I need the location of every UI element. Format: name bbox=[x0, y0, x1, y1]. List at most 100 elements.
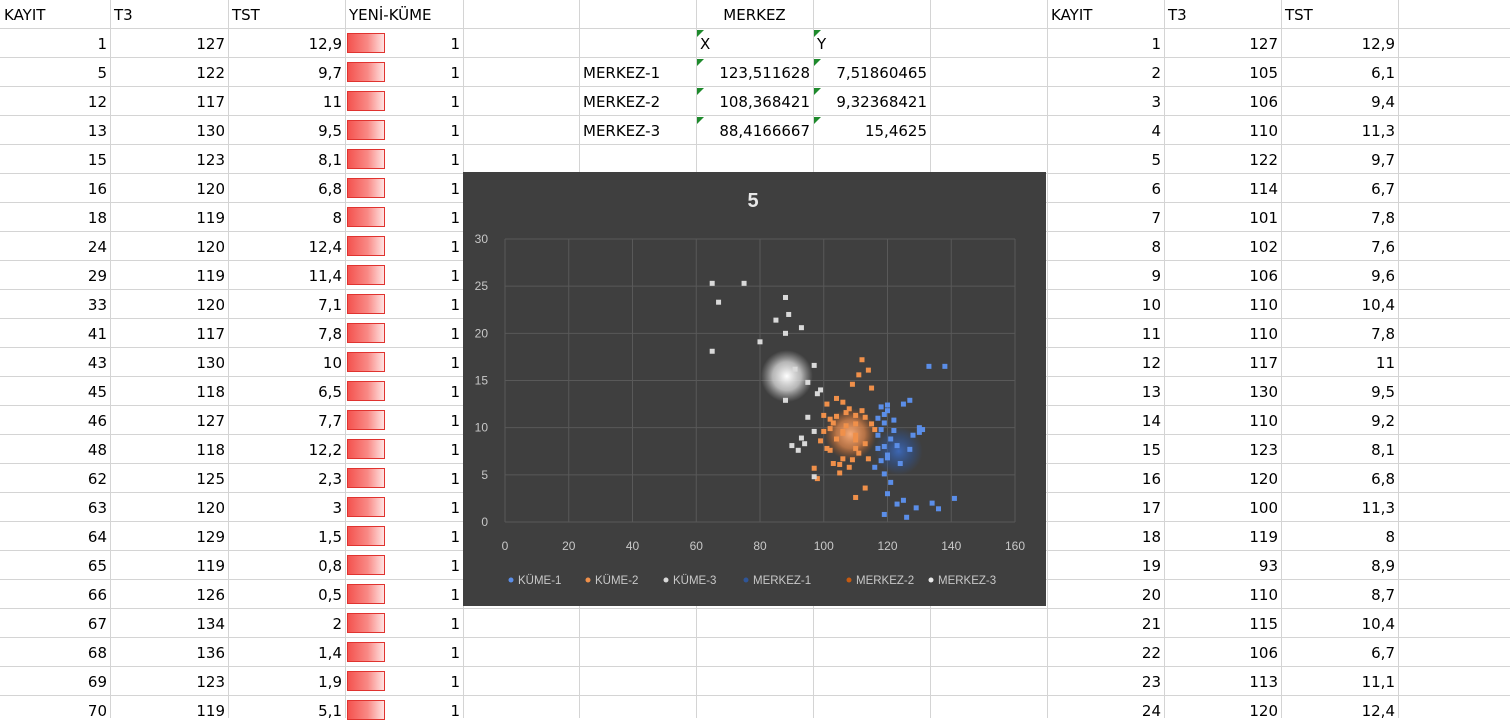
point-küme-1[interactable] bbox=[881, 471, 887, 477]
cell-t3[interactable]: 114 bbox=[1249, 180, 1278, 198]
cell-t3[interactable]: 122 bbox=[196, 64, 225, 82]
legend-label[interactable]: KÜME-2 bbox=[595, 575, 638, 587]
point-küme-3[interactable] bbox=[783, 397, 788, 403]
point-küme-2[interactable] bbox=[830, 461, 836, 467]
cell-yeni-kume[interactable]: 1 bbox=[450, 528, 460, 546]
cell-tst[interactable]: 2,3 bbox=[318, 470, 342, 488]
point-küme-3[interactable] bbox=[709, 348, 715, 354]
cell-t3[interactable]: 117 bbox=[196, 93, 225, 111]
point-küme-1[interactable] bbox=[929, 500, 935, 506]
point-küme-1[interactable] bbox=[878, 427, 884, 433]
cell-t3[interactable]: 101 bbox=[1249, 209, 1278, 227]
point-küme-3[interactable] bbox=[716, 299, 722, 305]
cell-t3[interactable]: 119 bbox=[1249, 528, 1278, 546]
cell-yeni-kume[interactable]: 1 bbox=[450, 151, 460, 169]
cell-yeni-kume[interactable]: 1 bbox=[450, 586, 460, 604]
cell-tst[interactable]: 11,3 bbox=[1361, 499, 1395, 517]
cell-t3[interactable]: 119 bbox=[196, 267, 225, 285]
merkez-x-value[interactable]: 108,368421 bbox=[719, 93, 810, 111]
merkez-x-value[interactable]: 88,4166667 bbox=[719, 122, 810, 140]
point-küme-2[interactable] bbox=[840, 456, 846, 462]
cell-tst[interactable]: 9,5 bbox=[318, 122, 342, 140]
cell-tst[interactable]: 10 bbox=[322, 354, 342, 372]
point-küme-1[interactable] bbox=[888, 436, 894, 442]
cell-kayit[interactable]: 24 bbox=[87, 238, 107, 256]
point-küme-1[interactable] bbox=[878, 458, 884, 464]
legend-label[interactable]: KÜME-3 bbox=[673, 575, 716, 587]
cell-t3[interactable]: 134 bbox=[196, 615, 225, 633]
point-küme-1[interactable] bbox=[894, 443, 900, 449]
cell-yeni-kume[interactable]: 1 bbox=[450, 441, 460, 459]
point-küme-1[interactable] bbox=[942, 363, 948, 369]
cell-kayit[interactable]: 11 bbox=[1141, 325, 1161, 343]
cell-t3[interactable]: 119 bbox=[196, 557, 225, 575]
point-küme-1[interactable] bbox=[900, 497, 906, 503]
point-küme-3[interactable] bbox=[798, 435, 804, 441]
merkez-row-label[interactable]: MERKEZ-2 bbox=[583, 93, 661, 111]
cell-kayit[interactable]: 63 bbox=[87, 499, 107, 517]
point-küme-1[interactable] bbox=[875, 415, 881, 421]
cell-kayit[interactable]: 5 bbox=[97, 64, 107, 82]
error-indicator-icon[interactable] bbox=[697, 30, 704, 37]
cell-yeni-kume[interactable]: 1 bbox=[450, 470, 460, 488]
merkez-y-value[interactable]: 15,4625 bbox=[864, 122, 927, 140]
point-küme-2[interactable] bbox=[853, 412, 859, 418]
point-küme-2[interactable] bbox=[811, 465, 817, 471]
cell-tst[interactable]: 7,7 bbox=[318, 412, 342, 430]
merkez-col-x[interactable]: X bbox=[700, 35, 711, 53]
merkez-row-label[interactable]: MERKEZ-1 bbox=[583, 64, 661, 82]
cell-tst[interactable]: 1,4 bbox=[318, 644, 342, 662]
cell-kayit[interactable]: 13 bbox=[87, 122, 107, 140]
cell-tst[interactable]: 9,7 bbox=[318, 64, 342, 82]
cell-kayit[interactable]: 15 bbox=[87, 151, 107, 169]
cell-t3[interactable]: 110 bbox=[1249, 296, 1278, 314]
cell-kayit[interactable]: 13 bbox=[1141, 383, 1161, 401]
point-küme-1[interactable] bbox=[904, 514, 910, 520]
cell-tst[interactable]: 10,4 bbox=[1361, 296, 1395, 314]
cell-yeni-kume[interactable]: 1 bbox=[450, 325, 460, 343]
point-küme-1[interactable] bbox=[885, 408, 890, 414]
cell-kayit[interactable]: 8 bbox=[1151, 238, 1161, 256]
cell-kayit[interactable]: 45 bbox=[87, 383, 107, 401]
cell-tst[interactable]: 11,4 bbox=[308, 267, 342, 285]
point-küme-2[interactable] bbox=[834, 395, 839, 401]
cell-kayit[interactable]: 16 bbox=[1141, 470, 1161, 488]
cell-kayit[interactable]: 69 bbox=[87, 673, 107, 691]
point-küme-1[interactable] bbox=[875, 445, 881, 451]
point-küme-3[interactable] bbox=[783, 330, 788, 336]
cell-t3[interactable]: 106 bbox=[1249, 267, 1278, 285]
merkez-row-label[interactable]: MERKEZ-3 bbox=[583, 122, 661, 140]
cell-yeni-kume[interactable]: 1 bbox=[450, 557, 460, 575]
cell-kayit[interactable]: 15 bbox=[1141, 441, 1161, 459]
point-küme-2[interactable] bbox=[856, 372, 862, 378]
cell-tst[interactable]: 12,9 bbox=[308, 35, 342, 53]
cell-t3[interactable]: 120 bbox=[196, 180, 225, 198]
error-indicator-icon[interactable] bbox=[814, 30, 821, 37]
cell-t3[interactable]: 123 bbox=[196, 151, 225, 169]
cell-t3[interactable]: 125 bbox=[196, 470, 225, 488]
cell-tst[interactable]: 6,1 bbox=[1371, 64, 1395, 82]
point-küme-3[interactable] bbox=[792, 366, 798, 372]
cell-yeni-kume[interactable]: 1 bbox=[450, 383, 460, 401]
cell-tst[interactable]: 0,5 bbox=[318, 586, 342, 604]
point-küme-1[interactable] bbox=[885, 452, 890, 458]
point-küme-1[interactable] bbox=[900, 401, 906, 407]
cell-kayit[interactable]: 4 bbox=[1151, 122, 1161, 140]
cell-yeni-kume[interactable]: 1 bbox=[450, 702, 460, 720]
point-küme-2[interactable] bbox=[853, 445, 859, 451]
error-indicator-icon[interactable] bbox=[814, 117, 821, 124]
cell-t3[interactable]: 129 bbox=[196, 528, 225, 546]
cell-tst[interactable]: 8,9 bbox=[1371, 557, 1395, 575]
point-küme-1[interactable] bbox=[936, 506, 941, 512]
cell-t3[interactable]: 110 bbox=[1249, 122, 1278, 140]
centroid-merkez-2[interactable] bbox=[824, 408, 877, 461]
legend-label[interactable]: MERKEZ-1 bbox=[753, 575, 811, 587]
cell-t3[interactable]: 130 bbox=[196, 354, 225, 372]
cell-yeni-kume[interactable]: 1 bbox=[450, 644, 460, 662]
point-küme-3[interactable] bbox=[795, 447, 801, 453]
point-küme-1[interactable] bbox=[888, 479, 894, 485]
point-küme-2[interactable] bbox=[821, 412, 827, 418]
point-küme-1[interactable] bbox=[913, 505, 919, 511]
cell-tst[interactable]: 12,4 bbox=[1361, 702, 1395, 720]
point-küme-3[interactable] bbox=[805, 379, 811, 385]
